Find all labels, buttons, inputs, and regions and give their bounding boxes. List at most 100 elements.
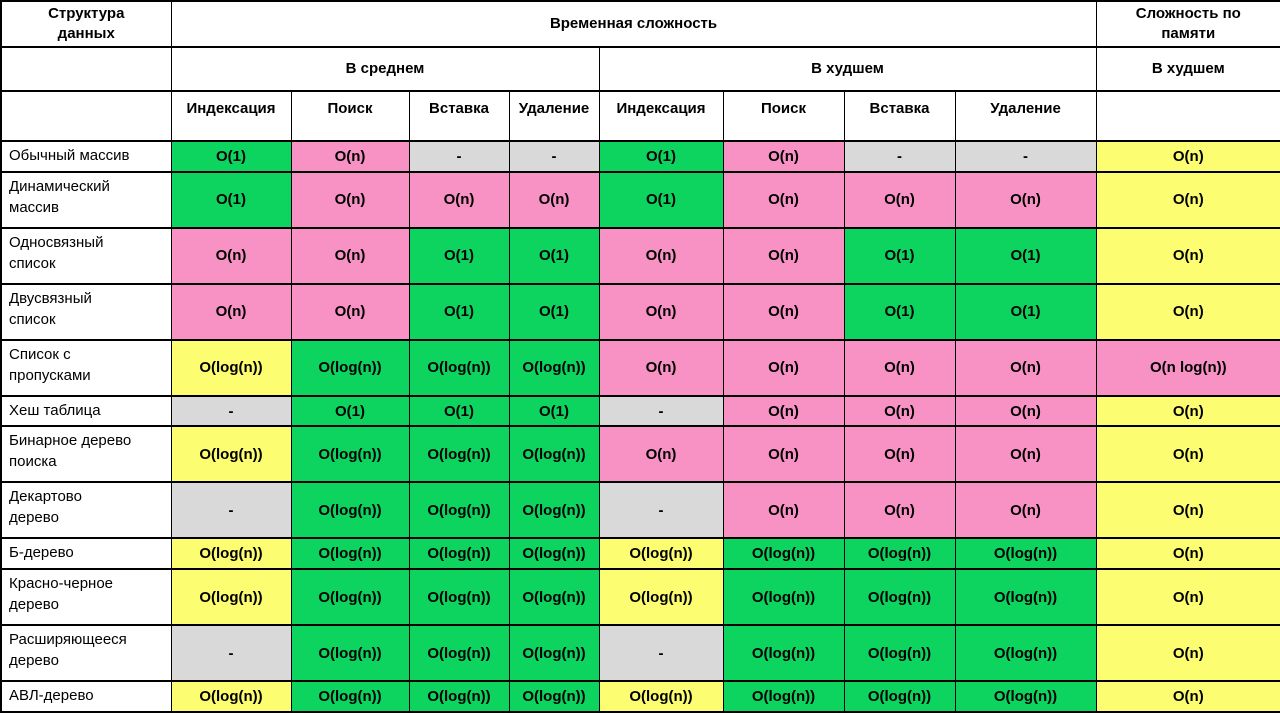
table-row: Расширяющееся дерево - O(log(n)) O(log(n)) O… (0, 624, 1280, 683)
complexity-cell: O(log(n)) (722, 537, 845, 571)
complexity-cell: O(log(n)) (170, 425, 292, 484)
complexity-cell: O(log(n)) (170, 338, 292, 397)
row-label: Бинарное дерево поиска (0, 425, 172, 484)
complexity-cell: O(log(n)) (290, 481, 410, 540)
row-label: Двусвязный список (0, 282, 172, 341)
complexity-cell: O(log(n)) (290, 537, 410, 571)
complexity-cell: O(n) (508, 170, 600, 229)
complexity-cell: O(1) (598, 140, 724, 173)
complexity-cell: O(log(n)) (170, 568, 292, 627)
complexity-cell: O(n) (1095, 140, 1280, 173)
header-memory-worst-case: В худшем (1095, 46, 1280, 92)
header-op-search-worst: Поиск (722, 90, 845, 142)
complexity-cell: O(1) (954, 282, 1097, 341)
header-op-insert-worst: Вставка (843, 90, 956, 142)
complexity-cell: O(n) (1095, 394, 1280, 428)
header-op-indexing-worst: Индексация (598, 90, 724, 142)
table-row: АВЛ-дерево O(log(n)) O(log(n)) O(log(n)) O(l… (0, 680, 1280, 713)
complexity-cell: O(n) (1095, 170, 1280, 229)
row-label: Расширяющееся дерево (0, 624, 172, 683)
complexity-cell: O(n) (722, 338, 845, 397)
complexity-cell: O(log(n)) (508, 624, 600, 683)
complexity-cell: O(n) (290, 226, 410, 285)
complexity-cell: O(n) (1095, 425, 1280, 484)
complexity-cell: - (170, 624, 292, 683)
complexity-cell: O(log(n)) (954, 680, 1097, 713)
complexity-cell: O(n) (843, 425, 956, 484)
complexity-cell: O(n) (598, 226, 724, 285)
row-label: Динамический массив (0, 170, 172, 229)
table-body: Обычный массив O(1) O(n) - - O(1) O(n) - - O(n) Ди… (0, 140, 1280, 713)
complexity-cell: O(n) (843, 394, 956, 428)
header-memory-complexity: Сложность по памяти (1095, 0, 1280, 48)
complexity-cell: O(log(n)) (290, 338, 410, 397)
complexity-cell: - (170, 394, 292, 428)
complexity-cell: O(1) (290, 394, 410, 428)
complexity-cell: O(n) (1095, 624, 1280, 683)
complexity-cell: - (508, 140, 600, 173)
complexity-cell: O(1) (170, 170, 292, 229)
header-time-complexity: Временная сложность (170, 0, 1097, 48)
complexity-cell: O(n) (598, 338, 724, 397)
complexity-cell: O(n) (954, 170, 1097, 229)
header-empty-memory (1095, 90, 1280, 142)
row-label: Б-дерево (0, 537, 172, 571)
complexity-cell: O(log(n)) (290, 680, 410, 713)
complexity-cell: O(n) (954, 338, 1097, 397)
complexity-cell: O(log(n)) (843, 568, 956, 627)
complexity-cell: O(log(n)) (408, 481, 510, 540)
table-header: Структура данных Временная сложность Сло… (0, 0, 1280, 142)
table-row: Бинарное дерево поиска O(log(n)) O(log(n))… (0, 425, 1280, 484)
complexity-cell: O(n) (598, 282, 724, 341)
complexity-cell: O(log(n)) (508, 425, 600, 484)
complexity-cell: O(log(n)) (408, 568, 510, 627)
complexity-cell: O(log(n)) (170, 680, 292, 713)
table-row: Красно-черное дерево O(log(n)) O(log(n)) O(… (0, 568, 1280, 627)
table-row: Обычный массив O(1) O(n) - - O(1) O(n) - - O(n) (0, 140, 1280, 173)
complexity-cell: O(1) (843, 226, 956, 285)
complexity-cell: O(log(n)) (843, 680, 956, 713)
complexity-cell: O(n) (1095, 226, 1280, 285)
complexity-cell: - (954, 140, 1097, 173)
complexity-cell: O(n) (954, 425, 1097, 484)
complexity-cell: O(n) (722, 226, 845, 285)
complexity-cell: O(1) (408, 394, 510, 428)
complexity-cell: O(1) (843, 282, 956, 341)
row-label: АВЛ-дерево (0, 680, 172, 713)
complexity-cell: O(log(n)) (508, 568, 600, 627)
complexity-cell: O(log(n)) (508, 680, 600, 713)
complexity-cell: O(n) (722, 282, 845, 341)
complexity-cell: O(log(n)) (170, 537, 292, 571)
complexity-cell: O(log(n)) (843, 624, 956, 683)
table-row: Хеш таблица - O(1) O(1) O(1) - O(n) O(n) O(n) O(n… (0, 394, 1280, 428)
complexity-cell: O(log(n)) (954, 537, 1097, 571)
complexity-cell: O(log(n)) (843, 537, 956, 571)
complexity-cell: O(log(n)) (508, 338, 600, 397)
complexity-cell: O(1) (408, 282, 510, 341)
complexity-cell: O(log(n)) (598, 568, 724, 627)
complexity-cell: O(log(n)) (290, 568, 410, 627)
header-op-delete-avg: Удаление (508, 90, 600, 142)
complexity-cell: O(1) (598, 170, 724, 229)
header-op-insert-avg: Вставка (408, 90, 510, 142)
header-worst-case: В худшем (598, 46, 1097, 92)
complexity-cell: O(n) (290, 140, 410, 173)
header-op-indexing-avg: Индексация (170, 90, 292, 142)
complexity-cell: O(log(n)) (408, 425, 510, 484)
complexity-cell: O(n) (843, 481, 956, 540)
table-row: Двусвязный список O(n) O(n) O(1) O(1) O(n) O(n… (0, 282, 1280, 341)
complexity-cell: - (843, 140, 956, 173)
complexity-cell: O(n) (722, 481, 845, 540)
complexity-cell: O(n) (408, 170, 510, 229)
complexity-cell: O(n) (843, 338, 956, 397)
row-label: Красно-черное дерево (0, 568, 172, 627)
row-label: Декартово дерево (0, 481, 172, 540)
complexity-cell: O(n) (598, 425, 724, 484)
row-label: Хеш таблица (0, 394, 172, 428)
complexity-cell: O(n) (1095, 568, 1280, 627)
complexity-cell: O(n) (290, 282, 410, 341)
complexity-cell: O(n log(n)) (1095, 338, 1280, 397)
header-row-groups: Структура данных Временная сложность Сло… (0, 0, 1280, 48)
complexity-cell: O(log(n)) (408, 537, 510, 571)
complexity-cell: O(n) (290, 170, 410, 229)
